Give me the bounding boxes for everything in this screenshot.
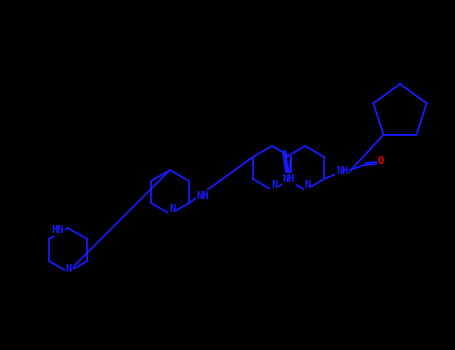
Text: N: N <box>304 180 310 190</box>
Text: NH: NH <box>336 166 349 176</box>
Text: NH: NH <box>197 191 209 201</box>
Text: N: N <box>169 204 175 214</box>
Text: N: N <box>271 180 277 190</box>
Text: N: N <box>66 264 72 274</box>
Text: HN: HN <box>51 225 64 235</box>
Text: NH: NH <box>283 174 295 184</box>
Text: O: O <box>377 156 383 166</box>
